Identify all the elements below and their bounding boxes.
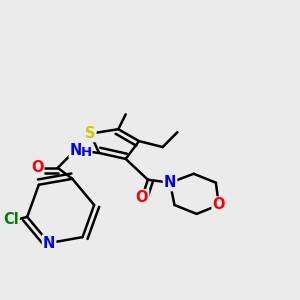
Text: S: S [85,126,95,141]
Text: N: N [43,236,55,250]
Text: H: H [81,146,92,160]
Text: N: N [164,175,176,190]
Text: N: N [69,142,82,158]
Text: O: O [136,190,148,205]
Text: Cl: Cl [3,212,19,227]
Text: O: O [213,197,225,212]
Text: O: O [31,160,43,175]
